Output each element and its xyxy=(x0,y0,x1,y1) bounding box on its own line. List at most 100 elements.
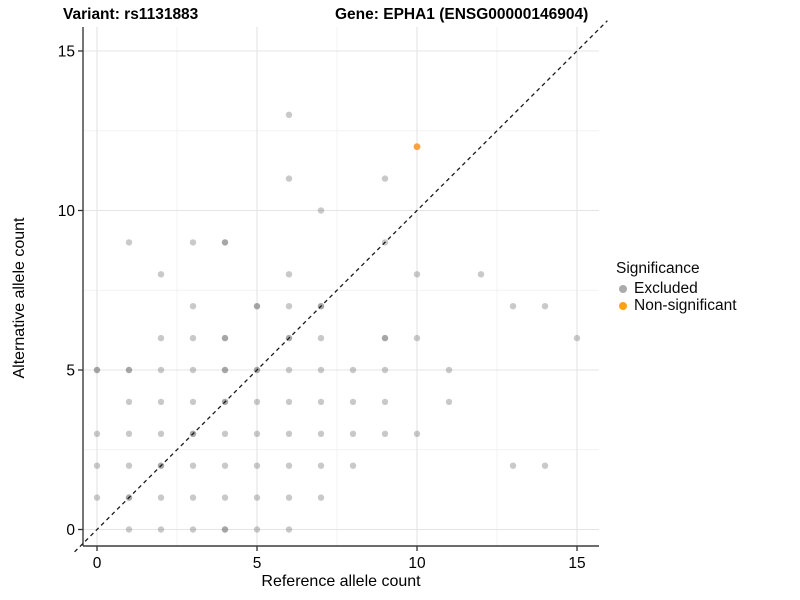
excluded-point xyxy=(317,462,325,469)
x-tick-label: 0 xyxy=(93,555,102,572)
excluded-point xyxy=(125,462,133,469)
excluded-point xyxy=(221,239,229,246)
legend-item-non-significant: Non-significant xyxy=(616,296,800,315)
legend-label-non-significant: Non-significant xyxy=(634,296,737,314)
excluded-point xyxy=(221,494,229,501)
excluded-point xyxy=(285,303,293,310)
y-tick-label: 0 xyxy=(66,522,75,539)
excluded-point xyxy=(381,334,389,342)
excluded-point xyxy=(189,366,197,374)
excluded-point xyxy=(349,462,357,469)
excluded-point xyxy=(93,366,101,374)
excluded-point xyxy=(93,366,101,374)
excluded-point xyxy=(221,366,229,374)
excluded-point xyxy=(189,462,197,469)
y-tick-label: 5 xyxy=(66,363,75,380)
x-tick-label: 10 xyxy=(408,555,426,572)
excluded-point xyxy=(317,494,325,501)
excluded-point xyxy=(381,334,389,342)
gene-title: Gene: EPHA1 (ENSG00000146904) xyxy=(335,6,589,23)
x-axis-title: Reference allele count xyxy=(261,573,421,590)
y-axis-title: Alternative allele count xyxy=(11,217,28,379)
excluded-point xyxy=(349,430,357,437)
excluded-point xyxy=(157,271,165,278)
excluded-point xyxy=(221,239,229,246)
excluded-point xyxy=(125,430,133,437)
excluded-point xyxy=(253,398,261,406)
excluded-point xyxy=(125,526,133,533)
excluded-point xyxy=(317,398,325,406)
excluded-point xyxy=(285,271,293,278)
legend: Significance Excluded Non-significant xyxy=(616,260,800,314)
excluded-point xyxy=(221,526,229,533)
excluded-point xyxy=(573,334,581,342)
legend-label-excluded: Excluded xyxy=(634,280,698,298)
excluded-point xyxy=(189,239,197,246)
excluded-point xyxy=(509,462,517,469)
excluded-point xyxy=(157,494,165,501)
excluded-point xyxy=(157,526,165,533)
excluded-point xyxy=(445,398,453,406)
excluded-point xyxy=(125,398,133,406)
legend-item-excluded: Excluded xyxy=(616,280,800,298)
excluded-point xyxy=(445,366,453,374)
excluded-point xyxy=(285,175,293,182)
excluded-point xyxy=(221,334,229,342)
excluded-point xyxy=(317,334,325,342)
excluded-point xyxy=(253,526,261,533)
non-significant-point xyxy=(413,143,421,151)
excluded-point xyxy=(285,462,293,469)
excluded-point xyxy=(253,303,261,310)
excluded-point xyxy=(477,271,485,278)
excluded-point xyxy=(93,430,101,437)
excluded-point xyxy=(221,334,229,342)
excluded-point xyxy=(541,462,549,469)
excluded-point xyxy=(189,303,197,310)
excluded-point xyxy=(381,398,389,406)
excluded-point xyxy=(125,366,133,374)
variant-title: Variant: rs1131883 xyxy=(63,6,199,23)
excluded-point xyxy=(381,430,389,437)
excluded-point xyxy=(285,526,293,533)
legend-title: Significance xyxy=(616,260,700,277)
x-tick-label: 15 xyxy=(568,555,585,572)
excluded-point xyxy=(189,334,197,342)
excluded-point xyxy=(509,303,517,310)
excluded-point xyxy=(285,366,293,374)
excluded-point xyxy=(157,334,165,342)
excluded-point xyxy=(413,334,421,342)
excluded-point xyxy=(349,398,357,406)
excluded-point xyxy=(253,430,261,437)
excluded-point xyxy=(189,494,197,501)
excluded-point xyxy=(381,366,389,374)
excluded-dot-icon xyxy=(619,285,627,294)
y-tick-label: 10 xyxy=(58,203,76,220)
x-tick-label: 5 xyxy=(253,555,262,572)
excluded-point xyxy=(221,430,229,437)
excluded-point xyxy=(253,303,261,310)
excluded-point xyxy=(189,526,197,533)
y-tick-label: 15 xyxy=(58,44,75,61)
excluded-point xyxy=(221,366,229,374)
excluded-point xyxy=(125,239,133,246)
excluded-point xyxy=(317,430,325,437)
excluded-point xyxy=(285,494,293,501)
excluded-point xyxy=(189,398,197,406)
excluded-point xyxy=(285,111,293,119)
excluded-point xyxy=(221,526,229,533)
excluded-point xyxy=(157,366,165,374)
excluded-point xyxy=(221,462,229,469)
excluded-point xyxy=(381,175,389,182)
excluded-point xyxy=(541,303,549,310)
excluded-point xyxy=(253,462,261,469)
excluded-point xyxy=(285,430,293,437)
excluded-point xyxy=(349,366,357,374)
excluded-point xyxy=(157,398,165,406)
excluded-point xyxy=(413,271,421,278)
excluded-point xyxy=(413,430,421,437)
excluded-point xyxy=(93,462,101,469)
excluded-point xyxy=(125,366,133,374)
excluded-point xyxy=(157,430,165,437)
